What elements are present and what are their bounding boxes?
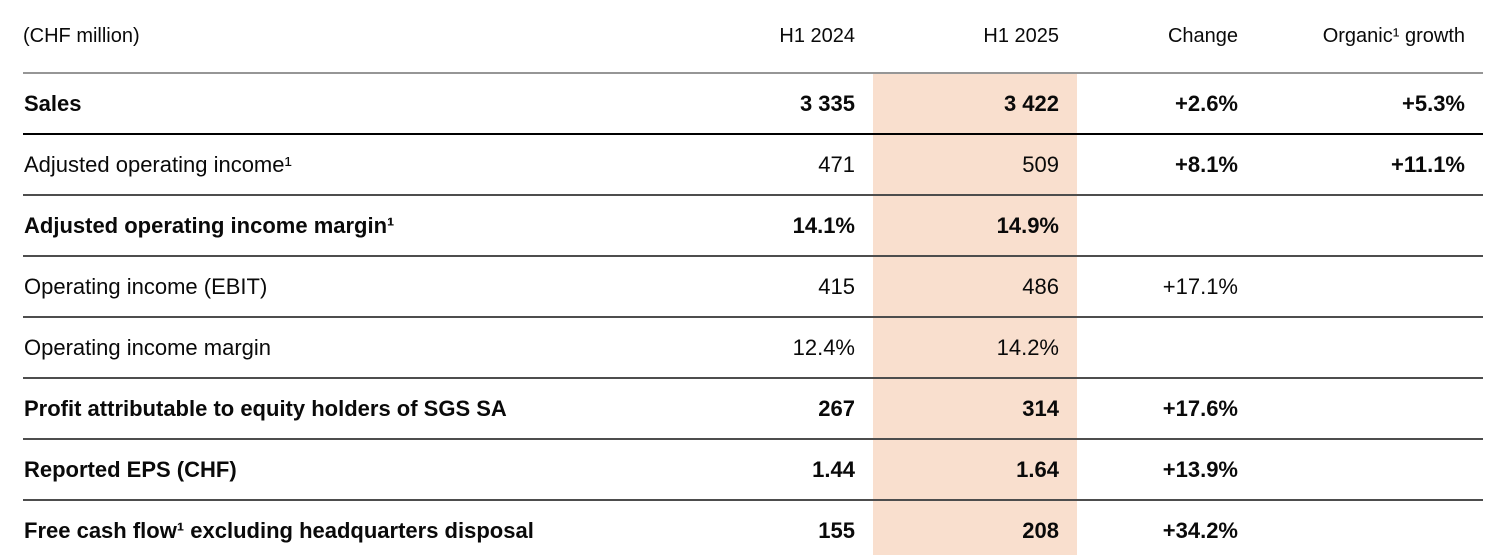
cell-change: +13.9% [1077,439,1256,501]
table-row: Operating income (EBIT) 415 486 +17.1% [23,256,1483,318]
row-label: Adjusted operating income¹ [23,134,673,196]
cell-change: +8.1% [1077,134,1256,196]
row-label: Operating income (EBIT) [23,256,673,318]
cell-h1-2025: 1.64 [873,439,1077,501]
cell-h1-2024: 14.1% [673,195,873,257]
cell-h1-2025: 208 [873,500,1077,555]
cell-organic-growth [1256,500,1483,555]
cell-h1-2025: 14.9% [873,195,1077,257]
table-row: Free cash flow¹ excluding headquarters d… [23,500,1483,555]
cell-h1-2024: 415 [673,256,873,318]
cell-change: +2.6% [1077,73,1256,135]
col-header-h1-2024: H1 2024 [673,0,873,74]
cell-h1-2025: 14.2% [873,317,1077,379]
cell-organic-growth [1256,195,1483,257]
col-header-change: Change [1077,0,1256,74]
row-label: Reported EPS (CHF) [23,439,673,501]
cell-organic-growth [1256,378,1483,440]
cell-change [1077,195,1256,257]
cell-h1-2025: 314 [873,378,1077,440]
cell-organic-growth [1256,439,1483,501]
financial-highlights-table: (CHF million) H1 2024 H1 2025 Change Org… [23,0,1483,555]
cell-organic-growth: +5.3% [1256,73,1483,135]
cell-h1-2024: 471 [673,134,873,196]
cell-h1-2024: 1.44 [673,439,873,501]
row-label: Sales [23,73,673,135]
header-row: (CHF million) H1 2024 H1 2025 Change Org… [23,0,1483,74]
unit-label: (CHF million) [23,0,673,74]
cell-change: +17.6% [1077,378,1256,440]
table-row: Sales 3 335 3 422 +2.6% +5.3% [23,73,1483,135]
cell-change [1077,317,1256,379]
col-header-organic-growth: Organic¹ growth [1256,0,1483,74]
cell-h1-2024: 3 335 [673,73,873,135]
row-label: Profit attributable to equity holders of… [23,378,673,440]
row-label: Operating income margin [23,317,673,379]
cell-organic-growth: +11.1% [1256,134,1483,196]
col-header-h1-2025: H1 2025 [873,0,1077,74]
cell-h1-2025: 3 422 [873,73,1077,135]
cell-h1-2024: 155 [673,500,873,555]
table-row: Operating income margin 12.4% 14.2% [23,317,1483,379]
cell-organic-growth [1256,256,1483,318]
cell-change: +34.2% [1077,500,1256,555]
cell-change: +17.1% [1077,256,1256,318]
table-row: Adjusted operating income margin¹ 14.1% 14… [23,195,1483,257]
cell-organic-growth [1256,317,1483,379]
row-label: Free cash flow¹ excluding headquarters d… [23,500,673,555]
cell-h1-2024: 12.4% [673,317,873,379]
table-row: Adjusted operating income¹ 471 509 +8.1% +11… [23,134,1483,196]
table-body: Sales 3 335 3 422 +2.6% +5.3% Adjusted operat… [23,73,1483,555]
cell-h1-2024: 267 [673,378,873,440]
table-row: Profit attributable to equity holders of… [23,378,1483,440]
cell-h1-2025: 509 [873,134,1077,196]
cell-h1-2025: 486 [873,256,1077,318]
row-label: Adjusted operating income margin¹ [23,195,673,257]
table-row: Reported EPS (CHF) 1.44 1.64 +13.9% [23,439,1483,501]
